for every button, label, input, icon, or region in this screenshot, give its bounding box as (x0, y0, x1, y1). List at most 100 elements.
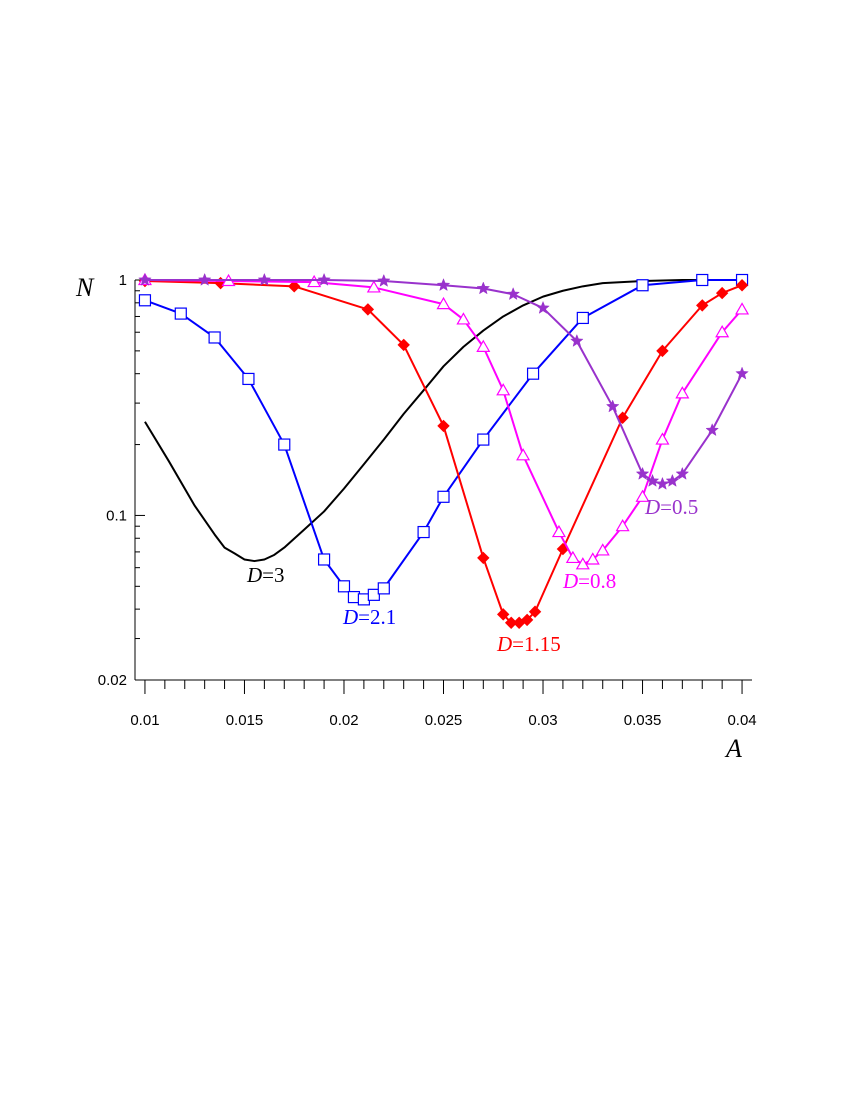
series-label-layer: D=3D=2.1D=1.15D=0.8D=0.5 (246, 495, 698, 656)
data-point-triangle (496, 383, 511, 396)
series-3 (138, 274, 749, 629)
x-tick-label: 0.03 (528, 712, 557, 729)
data-point-star (436, 278, 451, 292)
series-label: D=1.15 (496, 632, 561, 656)
data-point-diamond (528, 605, 542, 618)
series-label-value: =2.1 (358, 605, 396, 629)
data-point-triangle (655, 432, 670, 445)
y-axis-title: N (75, 273, 95, 302)
data-point-triangle (715, 325, 730, 338)
series-line (144, 279, 743, 563)
y-tick-label: 1 (119, 272, 127, 289)
data-point-triangle (595, 543, 610, 556)
data-point-star (506, 287, 520, 301)
series-label: D=3 (246, 563, 285, 587)
series-line (144, 279, 743, 601)
data-point-diamond (288, 280, 301, 293)
series-line (144, 279, 743, 485)
data-point-diamond (520, 613, 534, 627)
data-point-square (377, 582, 390, 595)
data-point-diamond (397, 338, 410, 352)
data-point-square (278, 438, 291, 451)
data-point-triangle (366, 280, 381, 293)
data-point-star (665, 473, 680, 487)
data-point-triangle (585, 552, 600, 565)
x-tick-label: 0.01 (130, 712, 159, 729)
series-label-value: =0.5 (660, 495, 698, 519)
series-label-variable: D (246, 563, 262, 587)
series-label: D=2.1 (342, 605, 396, 629)
series-label-value: =0.8 (578, 569, 616, 593)
y-axis-ticks: 0.02 0.1 1 (98, 272, 145, 689)
y-tick-label: 0.02 (98, 672, 127, 689)
data-point-star (675, 466, 690, 480)
data-point-square (347, 590, 361, 604)
data-point-star (735, 366, 749, 380)
data-point-diamond (437, 419, 450, 433)
data-point-square (242, 372, 255, 386)
data-point-star (655, 476, 670, 490)
data-point-square (138, 294, 152, 307)
data-point-diamond (361, 303, 375, 316)
data-point-triangle (615, 519, 630, 532)
data-point-star (197, 272, 212, 286)
series-1 (144, 279, 743, 563)
data-point-star (605, 399, 620, 413)
data-point-square (526, 367, 540, 380)
series-label-value: =3 (262, 563, 284, 587)
data-point-square (636, 279, 649, 292)
data-point-triangle (735, 302, 750, 315)
data-point-star (705, 423, 720, 437)
data-point-triangle (675, 386, 690, 399)
data-point-diamond (715, 286, 729, 300)
series-2 (138, 273, 749, 606)
data-point-triangle (635, 489, 650, 502)
data-point-star (376, 273, 391, 287)
series-label-value: =1.15 (512, 632, 561, 656)
data-point-diamond (656, 344, 669, 358)
data-point-diamond (735, 279, 749, 292)
x-tick-label: 0.025 (425, 712, 463, 729)
data-point-triangle (565, 550, 580, 564)
data-point-square (696, 273, 709, 287)
data-point-triangle (456, 312, 471, 325)
data-point-square (317, 553, 331, 566)
data-point-star (570, 333, 584, 347)
x-tick-label: 0.04 (727, 712, 756, 729)
data-point-square (437, 490, 450, 503)
data-point-triangle (307, 274, 322, 288)
data-point-star (257, 272, 272, 286)
series-layer (137, 272, 750, 629)
data-point-triangle (575, 557, 590, 570)
data-point-square (417, 525, 430, 539)
data-point-star (635, 466, 650, 480)
series-line (144, 279, 743, 566)
data-point-square (208, 331, 221, 344)
series-label-variable: D (342, 605, 358, 629)
plot-frame (134, 280, 752, 681)
data-point-triangle (436, 296, 451, 310)
data-point-star (536, 300, 550, 314)
data-point-star (138, 272, 152, 286)
data-point-triangle (476, 339, 491, 352)
series-line (144, 280, 743, 624)
data-point-square (367, 588, 380, 601)
series-label-variable: D (644, 495, 660, 519)
x-axis-ticks: 0.01 0.015 0.02 0.025 0.03 0.035 0.04 (130, 680, 757, 729)
x-axis-title: A (724, 734, 742, 763)
data-point-triangle (551, 524, 566, 538)
x-tick-label: 0.02 (329, 712, 358, 729)
data-point-square (357, 593, 370, 606)
data-point-star (476, 281, 491, 295)
data-point-diamond (696, 299, 709, 312)
y-tick-label: 0.1 (106, 507, 127, 524)
series-label-variable: D (496, 632, 512, 656)
data-point-star (645, 473, 660, 487)
data-point-square (477, 433, 490, 446)
data-point-triangle (516, 448, 531, 461)
series-label: D=0.5 (644, 495, 698, 519)
data-point-square (174, 307, 187, 320)
series-5 (138, 272, 749, 490)
data-point-square (337, 580, 351, 593)
